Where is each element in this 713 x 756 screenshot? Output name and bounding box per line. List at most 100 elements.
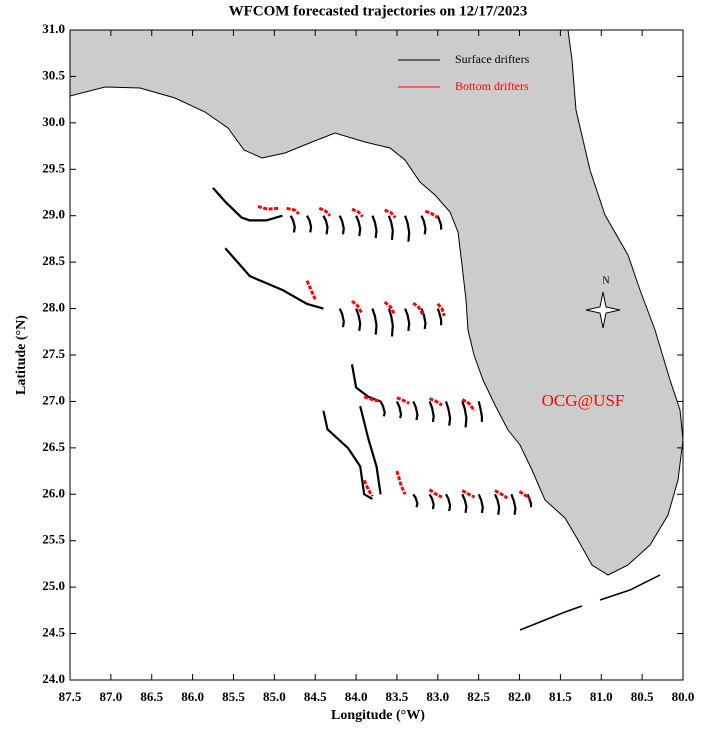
keys bbox=[519, 574, 661, 631]
trajectory bbox=[494, 489, 509, 500]
trajectory bbox=[404, 215, 411, 242]
compass-rose bbox=[585, 291, 621, 329]
trajectory bbox=[436, 302, 446, 317]
y-tick-label: 29.0 bbox=[42, 207, 65, 222]
trajectory bbox=[379, 400, 386, 417]
trajectory bbox=[412, 493, 419, 508]
y-tick-label: 24.5 bbox=[42, 625, 65, 640]
trajectory bbox=[212, 187, 283, 222]
x-tick-label: 82.0 bbox=[508, 689, 531, 704]
trajectory bbox=[318, 206, 332, 217]
trajectory bbox=[338, 308, 345, 328]
trajectory bbox=[363, 395, 381, 403]
x-tick-label: 81.5 bbox=[549, 689, 572, 704]
trajectory bbox=[510, 493, 517, 515]
trajectory bbox=[444, 401, 452, 426]
trajectory bbox=[428, 401, 435, 423]
x-tick-label: 80.5 bbox=[631, 689, 654, 704]
y-tick-label: 26.0 bbox=[42, 485, 65, 500]
trajectory bbox=[420, 215, 427, 235]
legend-label: Bottom drifters bbox=[455, 79, 529, 93]
y-tick-label: 24.0 bbox=[42, 671, 65, 686]
trajectory bbox=[350, 364, 381, 403]
trajectory bbox=[526, 493, 533, 508]
coastline bbox=[70, 30, 683, 576]
x-axis-label: Longitude (°W) bbox=[331, 708, 425, 723]
trajectories bbox=[212, 187, 533, 515]
y-tick-label: 25.0 bbox=[42, 578, 65, 593]
trajectory bbox=[289, 215, 296, 233]
trajectory bbox=[355, 308, 362, 332]
compass-label: N bbox=[602, 275, 609, 286]
trajectory bbox=[384, 208, 397, 219]
trajectory bbox=[477, 493, 484, 514]
trajectory bbox=[493, 493, 501, 515]
trajectory bbox=[518, 490, 532, 501]
trajectory bbox=[362, 479, 374, 497]
x-tick-label: 80.0 bbox=[672, 689, 695, 704]
y-tick-label: 29.5 bbox=[42, 160, 65, 175]
trajectory bbox=[383, 300, 396, 315]
trajectory bbox=[429, 397, 443, 407]
y-tick-label: 30.5 bbox=[42, 67, 65, 82]
trajectory bbox=[428, 493, 435, 510]
x-tick-label: 85.0 bbox=[263, 689, 286, 704]
x-tick-label: 83.5 bbox=[386, 689, 409, 704]
trajectory bbox=[412, 301, 425, 316]
x-tick-label: 82.5 bbox=[467, 689, 490, 704]
y-tick-label: 26.5 bbox=[42, 439, 65, 454]
x-tick-label: 84.0 bbox=[345, 689, 368, 704]
trajectory bbox=[424, 209, 439, 219]
trajectory bbox=[445, 493, 452, 512]
trajectory bbox=[371, 308, 378, 335]
trajectory bbox=[355, 215, 362, 237]
trajectory bbox=[224, 247, 324, 310]
trajectory bbox=[461, 401, 468, 428]
trajectory bbox=[286, 206, 300, 216]
trajectory bbox=[306, 215, 313, 233]
x-tick-label: 87.5 bbox=[59, 689, 82, 704]
trajectory bbox=[322, 410, 373, 500]
land bbox=[70, 30, 683, 631]
x-tick-label: 86.5 bbox=[140, 689, 163, 704]
trajectory bbox=[351, 207, 364, 218]
x-tick-label: 81.0 bbox=[590, 689, 613, 704]
chart-title: WFCOM forecasted trajectories on 12/17/2… bbox=[229, 3, 528, 19]
y-axis-label: Latitude (°N) bbox=[14, 315, 29, 395]
y-tick-label: 31.0 bbox=[42, 21, 65, 36]
trajectory bbox=[371, 215, 378, 239]
trajectory bbox=[338, 215, 345, 235]
trajectory bbox=[359, 405, 382, 495]
trajectory bbox=[428, 488, 443, 499]
trajectory bbox=[461, 489, 476, 499]
trajectory bbox=[396, 396, 410, 405]
trajectory bbox=[461, 493, 468, 514]
trajectory bbox=[395, 400, 403, 419]
y-tick-label: 27.0 bbox=[42, 392, 65, 407]
compass: N bbox=[585, 275, 621, 329]
legend-label: Surface drifters bbox=[455, 52, 530, 66]
y-tick-label: 27.5 bbox=[42, 346, 65, 361]
trajectory bbox=[404, 308, 411, 332]
x-tick-label: 86.0 bbox=[181, 689, 204, 704]
trajectory bbox=[351, 299, 364, 314]
trajectory bbox=[257, 204, 279, 211]
trajectory bbox=[436, 308, 443, 326]
y-tick-label: 28.5 bbox=[42, 253, 65, 268]
trajectory bbox=[461, 398, 476, 412]
y-tick-label: 28.0 bbox=[42, 300, 65, 315]
trajectory bbox=[395, 470, 407, 495]
trajectory bbox=[322, 215, 329, 235]
x-tick-label: 87.0 bbox=[99, 689, 122, 704]
annotation: OCG@USF bbox=[542, 391, 625, 410]
trajectory bbox=[387, 215, 394, 240]
trajectory bbox=[305, 280, 317, 300]
trajectory bbox=[412, 400, 419, 421]
y-tick-label: 30.0 bbox=[42, 114, 65, 129]
x-tick-label: 83.0 bbox=[426, 689, 449, 704]
trajectory bbox=[477, 401, 483, 422]
x-tick-label: 85.5 bbox=[222, 689, 245, 704]
trajectory bbox=[436, 215, 443, 230]
